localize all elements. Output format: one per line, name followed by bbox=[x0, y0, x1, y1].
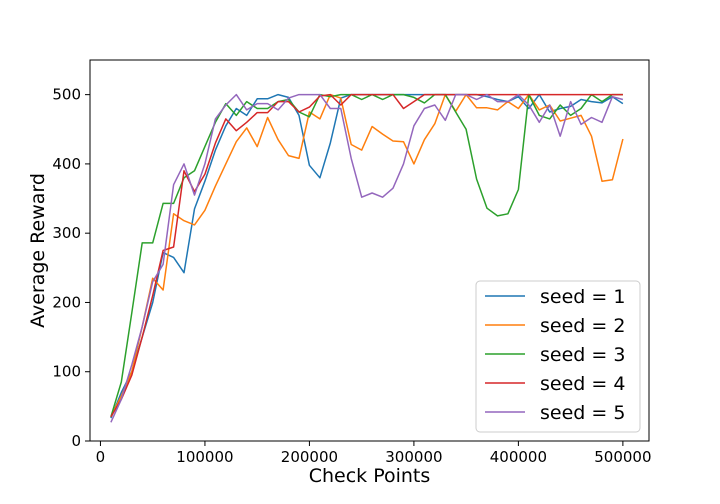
series-lines bbox=[110, 93, 624, 423]
legend-box bbox=[475, 280, 641, 433]
legend-label: seed = 2 bbox=[540, 315, 625, 337]
x-tick-label: 300000 bbox=[385, 448, 442, 466]
x-tick-label: 100000 bbox=[176, 448, 233, 466]
y-tick-label: 100 bbox=[52, 363, 81, 381]
legend-label: seed = 5 bbox=[540, 402, 625, 424]
y-tick-label: 200 bbox=[52, 293, 81, 311]
x-tick-label: 200000 bbox=[281, 448, 338, 466]
y-tick-label: 500 bbox=[52, 86, 81, 104]
plot-frame bbox=[89, 59, 650, 442]
x-tick-label: 500000 bbox=[594, 448, 651, 466]
legend-label: seed = 4 bbox=[540, 373, 625, 395]
y-tick-label: 0 bbox=[71, 432, 81, 450]
legend-label: seed = 3 bbox=[540, 344, 625, 366]
series-line-seed-5 bbox=[110, 93, 624, 423]
x-tick-label: 0 bbox=[96, 448, 106, 466]
y-axis-label: Average Reward bbox=[27, 173, 49, 328]
y-axis: 0 100 200 300 400 500 bbox=[52, 86, 90, 450]
series-line-seed-2 bbox=[110, 93, 624, 418]
x-tick-label: 400000 bbox=[490, 448, 547, 466]
series-line-seed-3 bbox=[110, 93, 623, 418]
x-axis-label: Check Points bbox=[309, 465, 431, 487]
legend-label: seed = 1 bbox=[540, 286, 625, 308]
y-tick-label: 400 bbox=[52, 155, 81, 173]
x-axis: 0 100000 200000 300000 400000 500000 bbox=[96, 441, 652, 466]
legend: seed = 1 seed = 2 seed = 3 seed = 4 seed = 5 bbox=[475, 280, 641, 433]
y-tick-label: 300 bbox=[52, 224, 81, 242]
